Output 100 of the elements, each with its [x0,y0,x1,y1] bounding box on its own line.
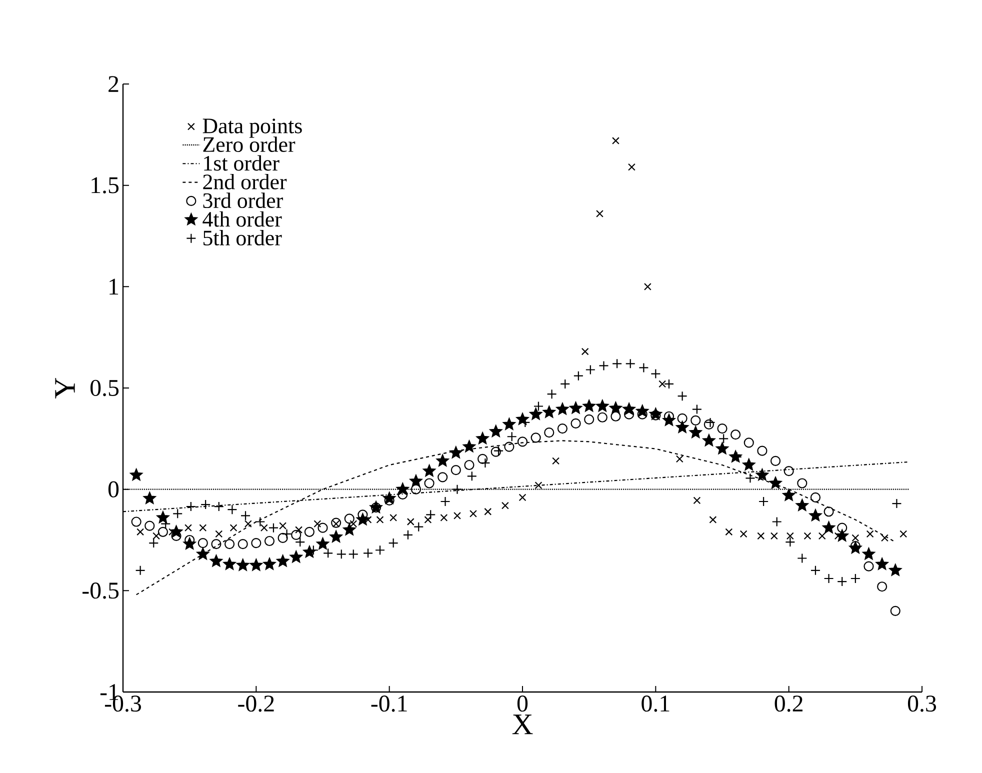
point [740,530,748,538]
point [396,482,409,495]
point [240,510,251,521]
y-tick-label: 0.5 [90,380,119,396]
point [478,454,488,464]
point [757,532,765,540]
point [464,460,474,470]
point [374,545,386,556]
point [677,413,688,424]
point [662,414,676,426]
point [677,391,688,402]
point [304,526,314,537]
point [718,434,729,444]
point [230,524,238,532]
point [466,471,477,482]
point [356,513,369,526]
y-axis-title: Y [55,378,75,398]
y-tick-label: 1 [110,278,118,295]
point [796,498,808,511]
point [900,530,908,538]
point [264,536,275,546]
x-tick-label: 0 [517,696,528,712]
x-tick-label: 0.2 [774,696,802,712]
point [136,528,144,536]
point [612,137,620,144]
point [184,524,192,532]
point [622,402,636,415]
point [501,502,509,510]
point [837,522,848,533]
point [504,442,514,452]
point [649,408,662,420]
point [690,415,701,426]
point [135,565,146,576]
point [877,582,888,592]
point [268,522,279,533]
point [716,442,729,454]
point [410,484,422,494]
point [316,538,330,550]
point [625,358,636,369]
point [436,454,449,466]
point [158,526,168,537]
point [530,408,542,420]
point [530,432,541,443]
legend-label: 5th order [204,230,282,246]
point [350,520,358,528]
point [584,414,594,424]
x-tick-label: 0.1 [642,696,670,712]
point [398,489,408,500]
point [148,538,159,548]
point [546,389,557,400]
point [238,539,248,550]
point [745,473,756,484]
point [597,412,608,422]
point [769,476,782,489]
point [470,510,477,518]
point [709,516,717,524]
point [211,539,222,550]
point [782,488,796,501]
point [818,532,826,540]
legend-label: 3rd order [203,192,283,208]
point [454,512,461,520]
point [518,494,526,502]
point [172,508,183,519]
point [573,370,584,381]
point [144,520,155,531]
point [156,511,170,524]
point [598,360,609,371]
point [291,530,302,540]
point [244,520,252,528]
legend-label: Zero order [203,136,296,152]
point [585,364,596,375]
point [757,446,768,456]
point [596,210,604,218]
point [364,516,372,524]
point [702,434,716,446]
point [490,446,501,457]
point [717,423,728,434]
point [610,411,621,422]
y-tick-label: 2 [108,76,118,92]
point [484,508,492,516]
point [890,606,900,616]
point [836,529,848,542]
point [658,380,666,388]
point [343,523,356,536]
point [390,514,398,522]
point [880,534,888,542]
point [676,455,684,463]
point [581,348,589,356]
point [638,362,649,373]
point [383,492,396,504]
point [892,498,902,509]
point [542,406,556,418]
point [770,532,778,540]
point [624,409,634,420]
point [804,532,812,540]
y-tick-label: 0 [108,481,119,498]
point [452,484,462,494]
point [824,506,834,517]
point [344,514,354,524]
point [822,521,836,534]
